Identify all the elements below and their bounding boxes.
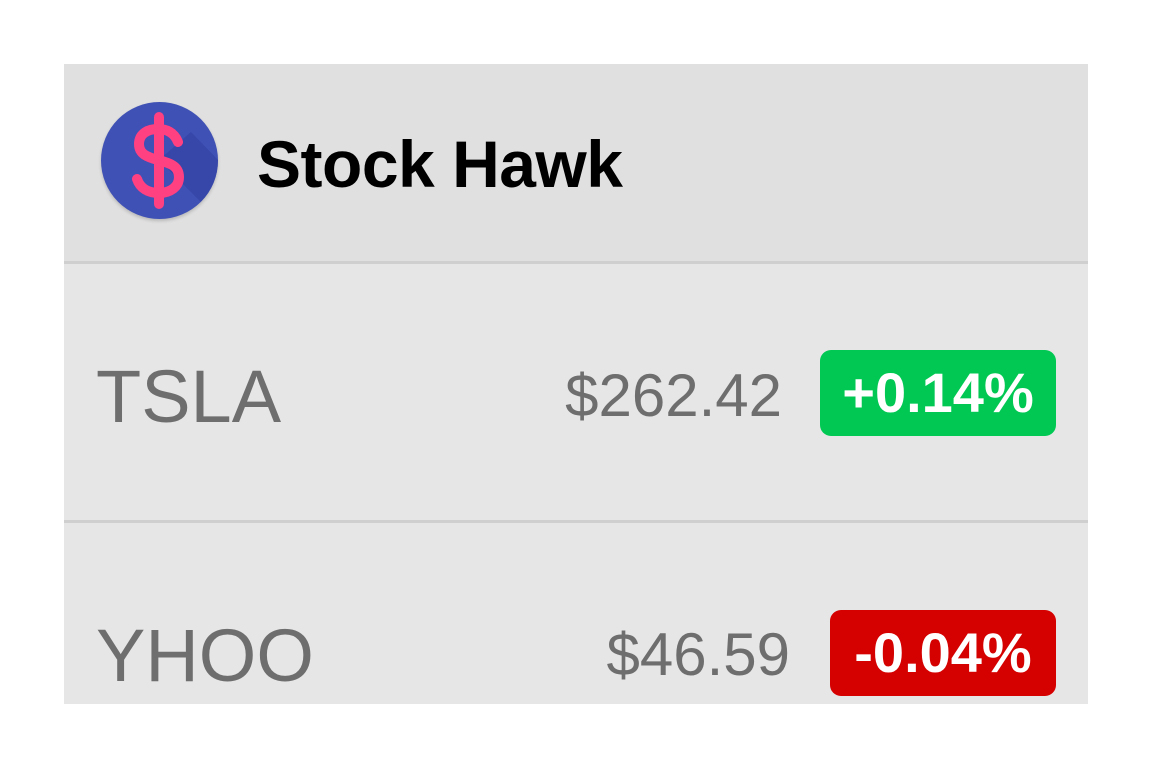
stock-price: $46.59 bbox=[606, 620, 790, 690]
change-badge[interactable]: +0.14% bbox=[820, 350, 1056, 436]
change-badge[interactable]: -0.04% bbox=[830, 610, 1056, 696]
app-title: Stock Hawk bbox=[257, 126, 622, 202]
stock-widget: Stock Hawk TSLA $262.42 +0.14% YHOO $46.… bbox=[64, 64, 1088, 704]
stock-row[interactable]: YHOO $46.59 -0.04% bbox=[64, 523, 1088, 704]
stock-symbol: YHOO bbox=[96, 614, 314, 698]
dollar-icon bbox=[101, 102, 218, 219]
stock-row[interactable]: TSLA $262.42 +0.14% bbox=[64, 264, 1088, 520]
widget-header[interactable]: Stock Hawk bbox=[64, 64, 1088, 261]
stock-symbol: TSLA bbox=[96, 355, 281, 439]
stock-price: $262.42 bbox=[565, 361, 782, 431]
